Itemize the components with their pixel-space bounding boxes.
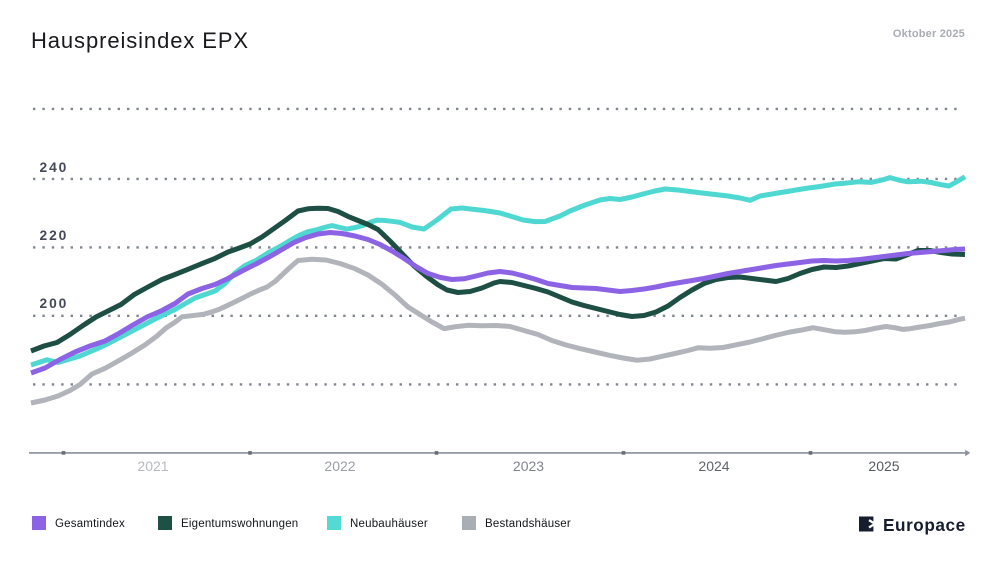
svg-text:Europace: Europace [883,516,966,535]
